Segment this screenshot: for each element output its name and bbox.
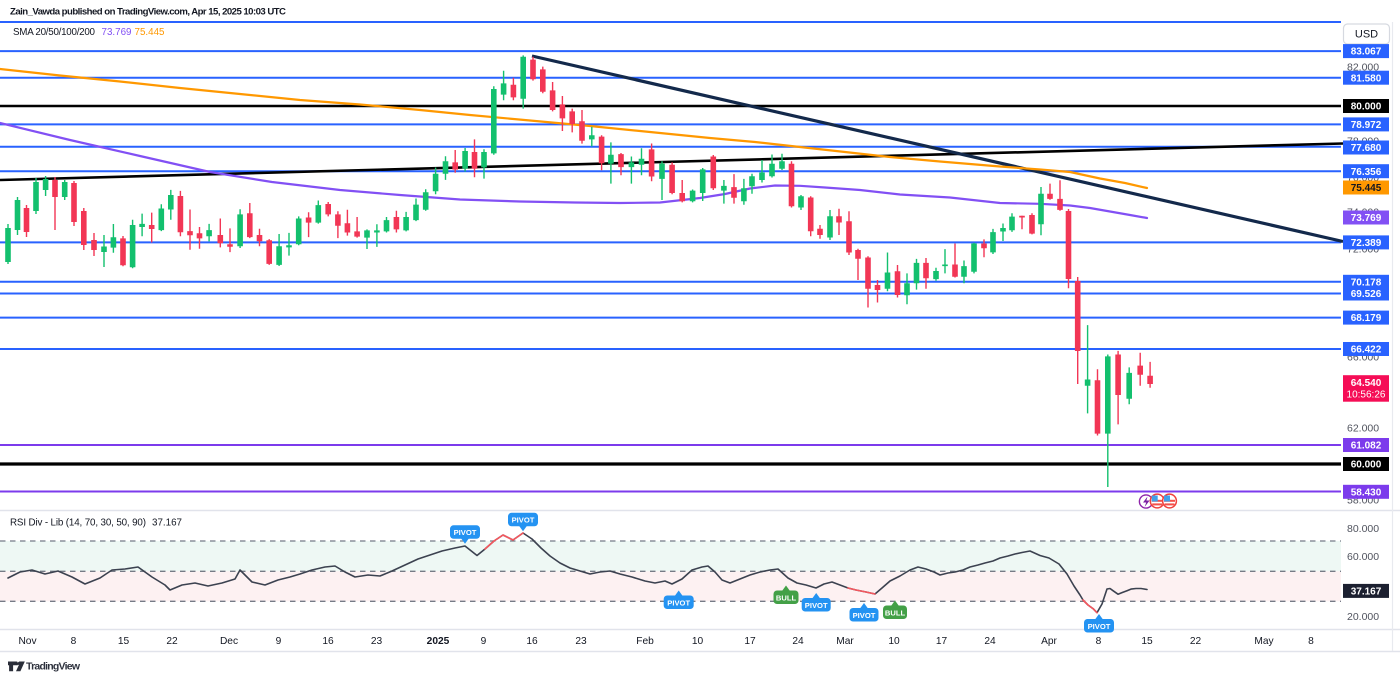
svg-text:TradingView: TradingView [26,661,81,673]
svg-text:15: 15 [118,636,130,647]
svg-text:10:56:26: 10:56:26 [1347,390,1386,401]
svg-text:75.445: 75.445 [135,27,166,38]
svg-text:72.389: 72.389 [1351,238,1382,249]
svg-text:PIVOT: PIVOT [853,611,876,620]
svg-text:22: 22 [1190,636,1202,647]
svg-text:17: 17 [744,636,756,647]
svg-text:Dec: Dec [220,636,238,647]
svg-text:Apr: Apr [1041,636,1057,647]
svg-text:60.000: 60.000 [1351,460,1382,471]
svg-text:9: 9 [481,636,487,647]
svg-text:76.356: 76.356 [1351,167,1382,178]
svg-text:70.178: 70.178 [1351,277,1382,288]
svg-text:75.445: 75.445 [1351,183,1382,194]
svg-text:23: 23 [371,636,383,647]
svg-text:69.526: 69.526 [1351,289,1382,300]
svg-text:8: 8 [1308,636,1314,647]
svg-text:Zain_Vawda published on Tradin: Zain_Vawda published on TradingView.com,… [10,7,286,18]
svg-text:SMA 20/50/100/200: SMA 20/50/100/200 [13,27,96,38]
svg-text:73.769: 73.769 [1351,213,1382,224]
svg-text:PIVOT: PIVOT [1088,622,1111,631]
svg-text:20.000: 20.000 [1347,611,1379,623]
svg-text:16: 16 [322,636,334,647]
svg-text:68.179: 68.179 [1351,313,1382,324]
svg-text:PIVOT: PIVOT [667,598,690,607]
svg-text:58.430: 58.430 [1351,487,1382,498]
svg-text:9: 9 [276,636,282,647]
svg-text:83.067: 83.067 [1351,47,1382,58]
svg-text:81.580: 81.580 [1351,73,1382,84]
svg-text:Mar: Mar [836,636,854,647]
svg-text:60.000: 60.000 [1347,551,1379,563]
svg-text:BULL: BULL [885,608,906,617]
svg-text:23: 23 [575,636,587,647]
svg-text:May: May [1254,636,1274,647]
svg-text:78.972: 78.972 [1351,120,1382,131]
svg-text:15: 15 [1141,636,1153,647]
svg-text:PIVOT: PIVOT [805,601,828,610]
svg-text:24: 24 [984,636,996,647]
svg-text:PIVOT: PIVOT [512,516,535,525]
svg-text:8: 8 [71,636,77,647]
svg-text:64.540: 64.540 [1351,378,1382,389]
svg-text:USD: USD [1355,29,1378,41]
svg-text:80.000: 80.000 [1347,523,1379,535]
svg-text:Nov: Nov [18,636,37,647]
svg-text:37.167: 37.167 [1351,587,1382,598]
svg-text:62.000: 62.000 [1347,423,1379,435]
svg-text:66.422: 66.422 [1351,345,1382,356]
svg-text:2025: 2025 [427,636,450,647]
svg-text:RSI Div - Lib (14, 70, 30, 50,: RSI Div - Lib (14, 70, 30, 50, 90) [10,518,146,529]
svg-text:16: 16 [526,636,538,647]
svg-text:17: 17 [936,636,948,647]
svg-text:22: 22 [166,636,178,647]
svg-text:BULL: BULL [776,593,797,602]
svg-text:PIVOT: PIVOT [454,528,477,537]
svg-text:8: 8 [1096,636,1102,647]
svg-text:77.680: 77.680 [1351,143,1382,154]
svg-text:10: 10 [888,636,900,647]
svg-text:80.000: 80.000 [1351,102,1382,113]
svg-text:Feb: Feb [636,636,654,647]
svg-text:24: 24 [792,636,804,647]
svg-text:73.769: 73.769 [102,27,132,38]
svg-text:37.167: 37.167 [152,518,182,529]
svg-text:10: 10 [692,636,704,647]
svg-text:61.082: 61.082 [1351,441,1382,452]
